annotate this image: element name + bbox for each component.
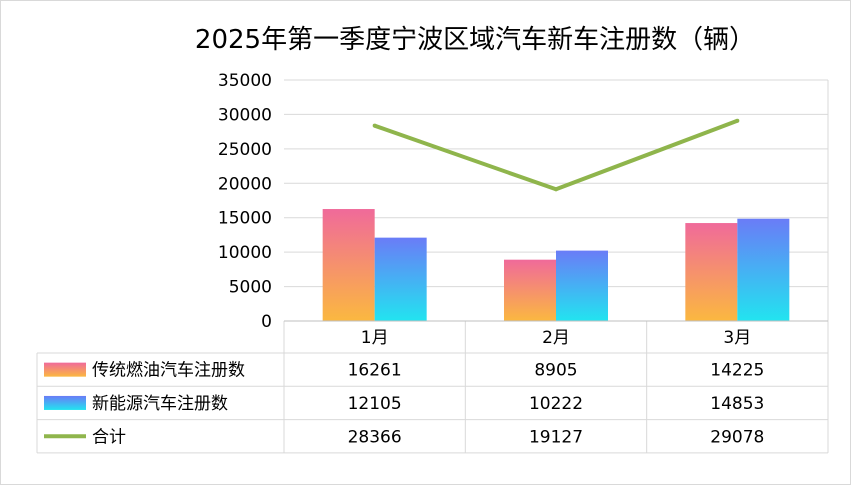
bar-ev — [374, 237, 427, 321]
y-tick-label: 30000 — [218, 105, 272, 125]
bar-fuel — [504, 259, 556, 321]
data-label: 29078 — [710, 427, 764, 447]
y-tick-label: 25000 — [218, 140, 272, 160]
chart-title: 2025年第一季度宁波区域汽车新车注册数（辆） — [195, 25, 755, 55]
y-tick-label: 10000 — [218, 243, 272, 263]
bars — [322, 209, 790, 321]
x-tick-label: 2月 — [542, 328, 570, 348]
x-tick-label: 1月 — [361, 328, 389, 348]
y-tick-label: 15000 — [218, 209, 272, 229]
bar-ev — [737, 218, 790, 321]
x-tick-label: 3月 — [723, 328, 751, 348]
legend-key-fuel — [44, 362, 86, 377]
bar-fuel — [322, 209, 375, 321]
data-label: 14225 — [710, 361, 764, 381]
data-label: 16261 — [348, 361, 402, 381]
total-line-point — [735, 118, 740, 123]
y-tick-label: 20000 — [218, 174, 272, 194]
legend-key-ev — [44, 395, 86, 410]
bar-fuel — [685, 223, 738, 321]
data-label: 12105 — [348, 394, 402, 414]
axes: 0 5000 10000 15000 20000 25000 30000 35000 — [218, 71, 272, 332]
bar-ev — [556, 250, 608, 321]
y-tick-label: 0 — [261, 312, 272, 332]
data-label: 10222 — [529, 394, 583, 414]
legend-label: 传统燃油汽车注册数 — [92, 361, 245, 381]
y-tick-label: 5000 — [229, 278, 272, 298]
data-label: 14853 — [710, 394, 764, 414]
total-line-point — [372, 123, 377, 128]
data-label: 8905 — [534, 361, 577, 381]
data-label: 28366 — [348, 427, 402, 447]
total-line-point — [554, 187, 558, 192]
total-line — [372, 118, 740, 192]
data-label: 19127 — [529, 427, 583, 447]
y-tick-label: 35000 — [218, 71, 272, 91]
total-line-path — [374, 118, 739, 192]
legend-label: 新能源汽车注册数 — [92, 394, 228, 414]
legend-label: 合计 — [92, 427, 126, 447]
